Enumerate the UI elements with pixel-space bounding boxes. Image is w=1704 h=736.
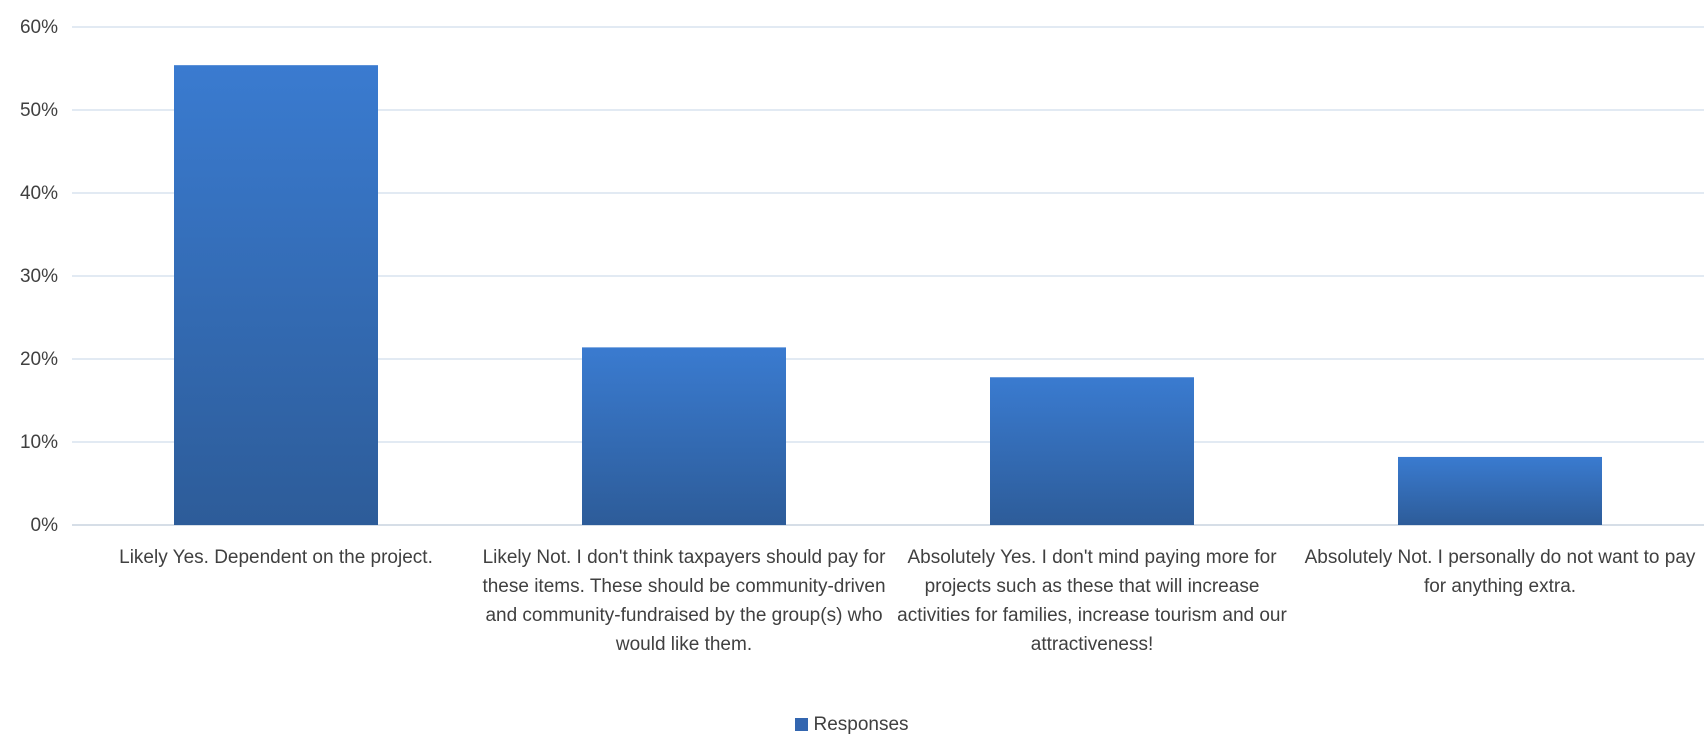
legend-swatch <box>795 718 809 731</box>
bar <box>174 65 378 526</box>
y-tick-label: 60% <box>20 17 58 38</box>
y-tick-label: 30% <box>20 266 58 287</box>
bar <box>582 347 786 525</box>
y-tick-label: 0% <box>31 515 59 536</box>
y-tick-label: 10% <box>20 432 58 453</box>
bar <box>1398 456 1602 525</box>
legend: Responses <box>0 714 1704 736</box>
x-category-label: Absolutely Not. I personally do not want… <box>1304 547 1696 597</box>
x-category-label: Absolutely Yes. I don't mind paying more… <box>897 547 1287 655</box>
y-tick-label: 20% <box>20 349 58 370</box>
y-tick-label: 50% <box>20 100 58 121</box>
bar <box>990 377 1194 525</box>
x-category-label: Likely Not. I don't think taxpayers shou… <box>482 547 886 655</box>
y-tick-label: 40% <box>20 183 58 204</box>
x-category-label: Likely Yes. Dependent on the project. <box>119 547 433 568</box>
legend-label: Responses <box>813 714 909 735</box>
